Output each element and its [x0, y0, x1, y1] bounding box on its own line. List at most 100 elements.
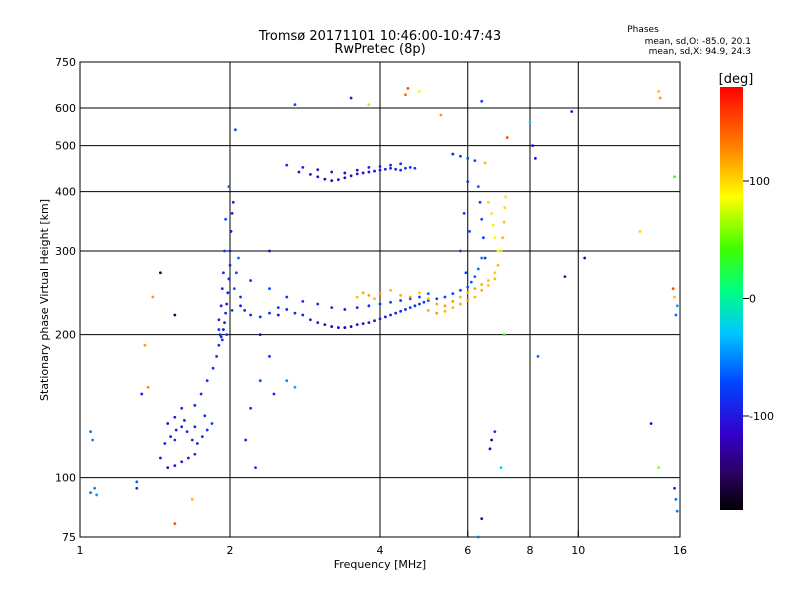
data-point [389, 313, 392, 317]
data-point [330, 179, 334, 183]
data-point [673, 486, 676, 490]
data-point [222, 271, 225, 275]
data-point [493, 430, 497, 434]
data-point [490, 212, 494, 215]
data-point [406, 86, 410, 90]
data-point [293, 385, 297, 389]
data-point [671, 287, 675, 291]
data-point [293, 103, 297, 107]
data-point [399, 168, 403, 172]
data-point [638, 229, 642, 233]
y-tick-label: 300 [55, 245, 76, 258]
data-point [330, 306, 334, 310]
data-point [174, 428, 178, 432]
data-point [488, 447, 492, 451]
data-point [219, 304, 223, 308]
data-point [336, 326, 340, 329]
data-point [205, 428, 209, 432]
data-point [349, 174, 353, 178]
data-point [89, 491, 92, 495]
data-point [473, 287, 477, 291]
data-point [367, 103, 371, 107]
data-point [244, 438, 248, 442]
data-point [459, 249, 462, 253]
chart-title: Tromsø 20171101 10:46:00-10:47:43 [258, 29, 501, 44]
data-point [343, 326, 347, 329]
data-point [349, 325, 353, 328]
colorbar-tick-label: 0 [749, 293, 756, 306]
data-point [135, 486, 139, 490]
y-axis-ticks: 75 100 200 300 400 500 600 750 [55, 56, 76, 544]
data-point [285, 379, 289, 383]
data-point [169, 435, 173, 439]
data-point [451, 152, 455, 156]
data-point [367, 321, 371, 325]
data-point [225, 302, 229, 306]
data-point [536, 354, 540, 358]
data-point [268, 287, 271, 291]
y-tick-label: 750 [55, 56, 76, 69]
data-point [229, 229, 233, 233]
data-point [159, 456, 162, 460]
data-point [674, 313, 678, 317]
data-point [225, 333, 229, 337]
data-point [93, 486, 97, 490]
data-point [491, 223, 495, 227]
data-point [343, 171, 347, 175]
data-point [483, 256, 487, 260]
data-point [224, 311, 228, 315]
x-axis-ticks: 1 2 4 6 8 10 16 [77, 531, 687, 557]
data-point [210, 422, 214, 425]
data-point [480, 288, 484, 292]
data-point [408, 165, 412, 169]
data-point [528, 120, 532, 124]
data-point [503, 206, 507, 210]
data-point [462, 212, 466, 215]
data-point [232, 287, 236, 291]
data-point [496, 263, 500, 267]
data-point [95, 493, 99, 497]
data-point [399, 309, 403, 313]
data-point [180, 406, 184, 410]
data-point [227, 277, 231, 281]
data-point [473, 295, 477, 299]
data-point [404, 308, 407, 311]
data-point [422, 300, 426, 304]
data-point [570, 110, 574, 113]
data-point [249, 313, 253, 317]
data-point [276, 306, 280, 310]
data-point [399, 299, 403, 302]
data-point [239, 304, 242, 308]
y-axis-label: Stationary phase Virtual Height [km] [38, 199, 51, 401]
y-tick-label: 500 [55, 140, 76, 153]
data-point [226, 291, 230, 295]
x-tick-label: 8 [527, 544, 534, 557]
data-point [373, 319, 376, 323]
data-point [316, 168, 320, 172]
data-point [476, 267, 480, 271]
data-point [480, 217, 484, 221]
stats-title: Phases [627, 25, 659, 35]
data-point [451, 299, 455, 303]
data-point [473, 275, 477, 279]
data-point [389, 288, 392, 292]
data-point [451, 306, 455, 310]
data-point [135, 480, 139, 484]
data-point [533, 157, 537, 160]
colorbar-tick-label: 100 [749, 175, 770, 188]
y-tick-label: 600 [55, 102, 76, 115]
chart-subtitle: RwPretec (8p) [334, 42, 425, 57]
data-point [389, 163, 392, 167]
data-point [439, 113, 443, 117]
data-point [195, 442, 199, 445]
data-point [268, 249, 271, 253]
data-point [163, 442, 167, 445]
data-point [466, 285, 470, 289]
data-point [531, 144, 535, 148]
data-point [285, 295, 289, 299]
data-point [418, 90, 421, 93]
data-point [459, 295, 462, 299]
data-point [493, 277, 497, 281]
data-point [399, 162, 403, 166]
